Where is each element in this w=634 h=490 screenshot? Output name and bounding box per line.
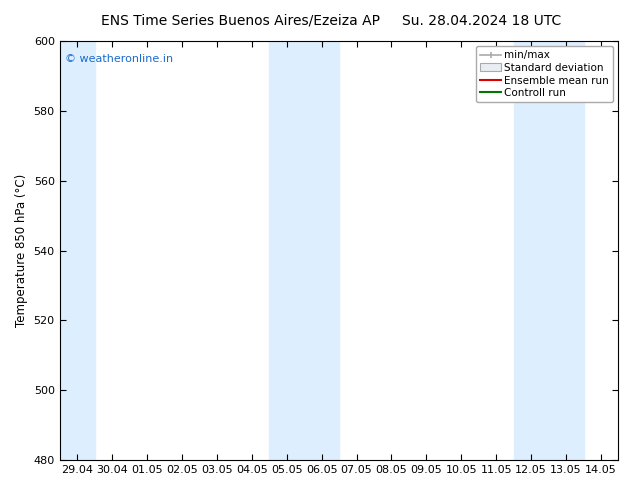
Bar <box>60 41 94 460</box>
Legend: min/max, Standard deviation, Ensemble mean run, Controll run: min/max, Standard deviation, Ensemble me… <box>476 46 613 102</box>
Text: ENS Time Series Buenos Aires/Ezeiza AP: ENS Time Series Buenos Aires/Ezeiza AP <box>101 14 380 28</box>
Text: Su. 28.04.2024 18 UTC: Su. 28.04.2024 18 UTC <box>402 14 562 28</box>
Bar <box>269 41 339 460</box>
Y-axis label: Temperature 850 hPa (°C): Temperature 850 hPa (°C) <box>15 174 28 327</box>
Bar <box>514 41 583 460</box>
Text: © weatheronline.in: © weatheronline.in <box>65 53 173 64</box>
